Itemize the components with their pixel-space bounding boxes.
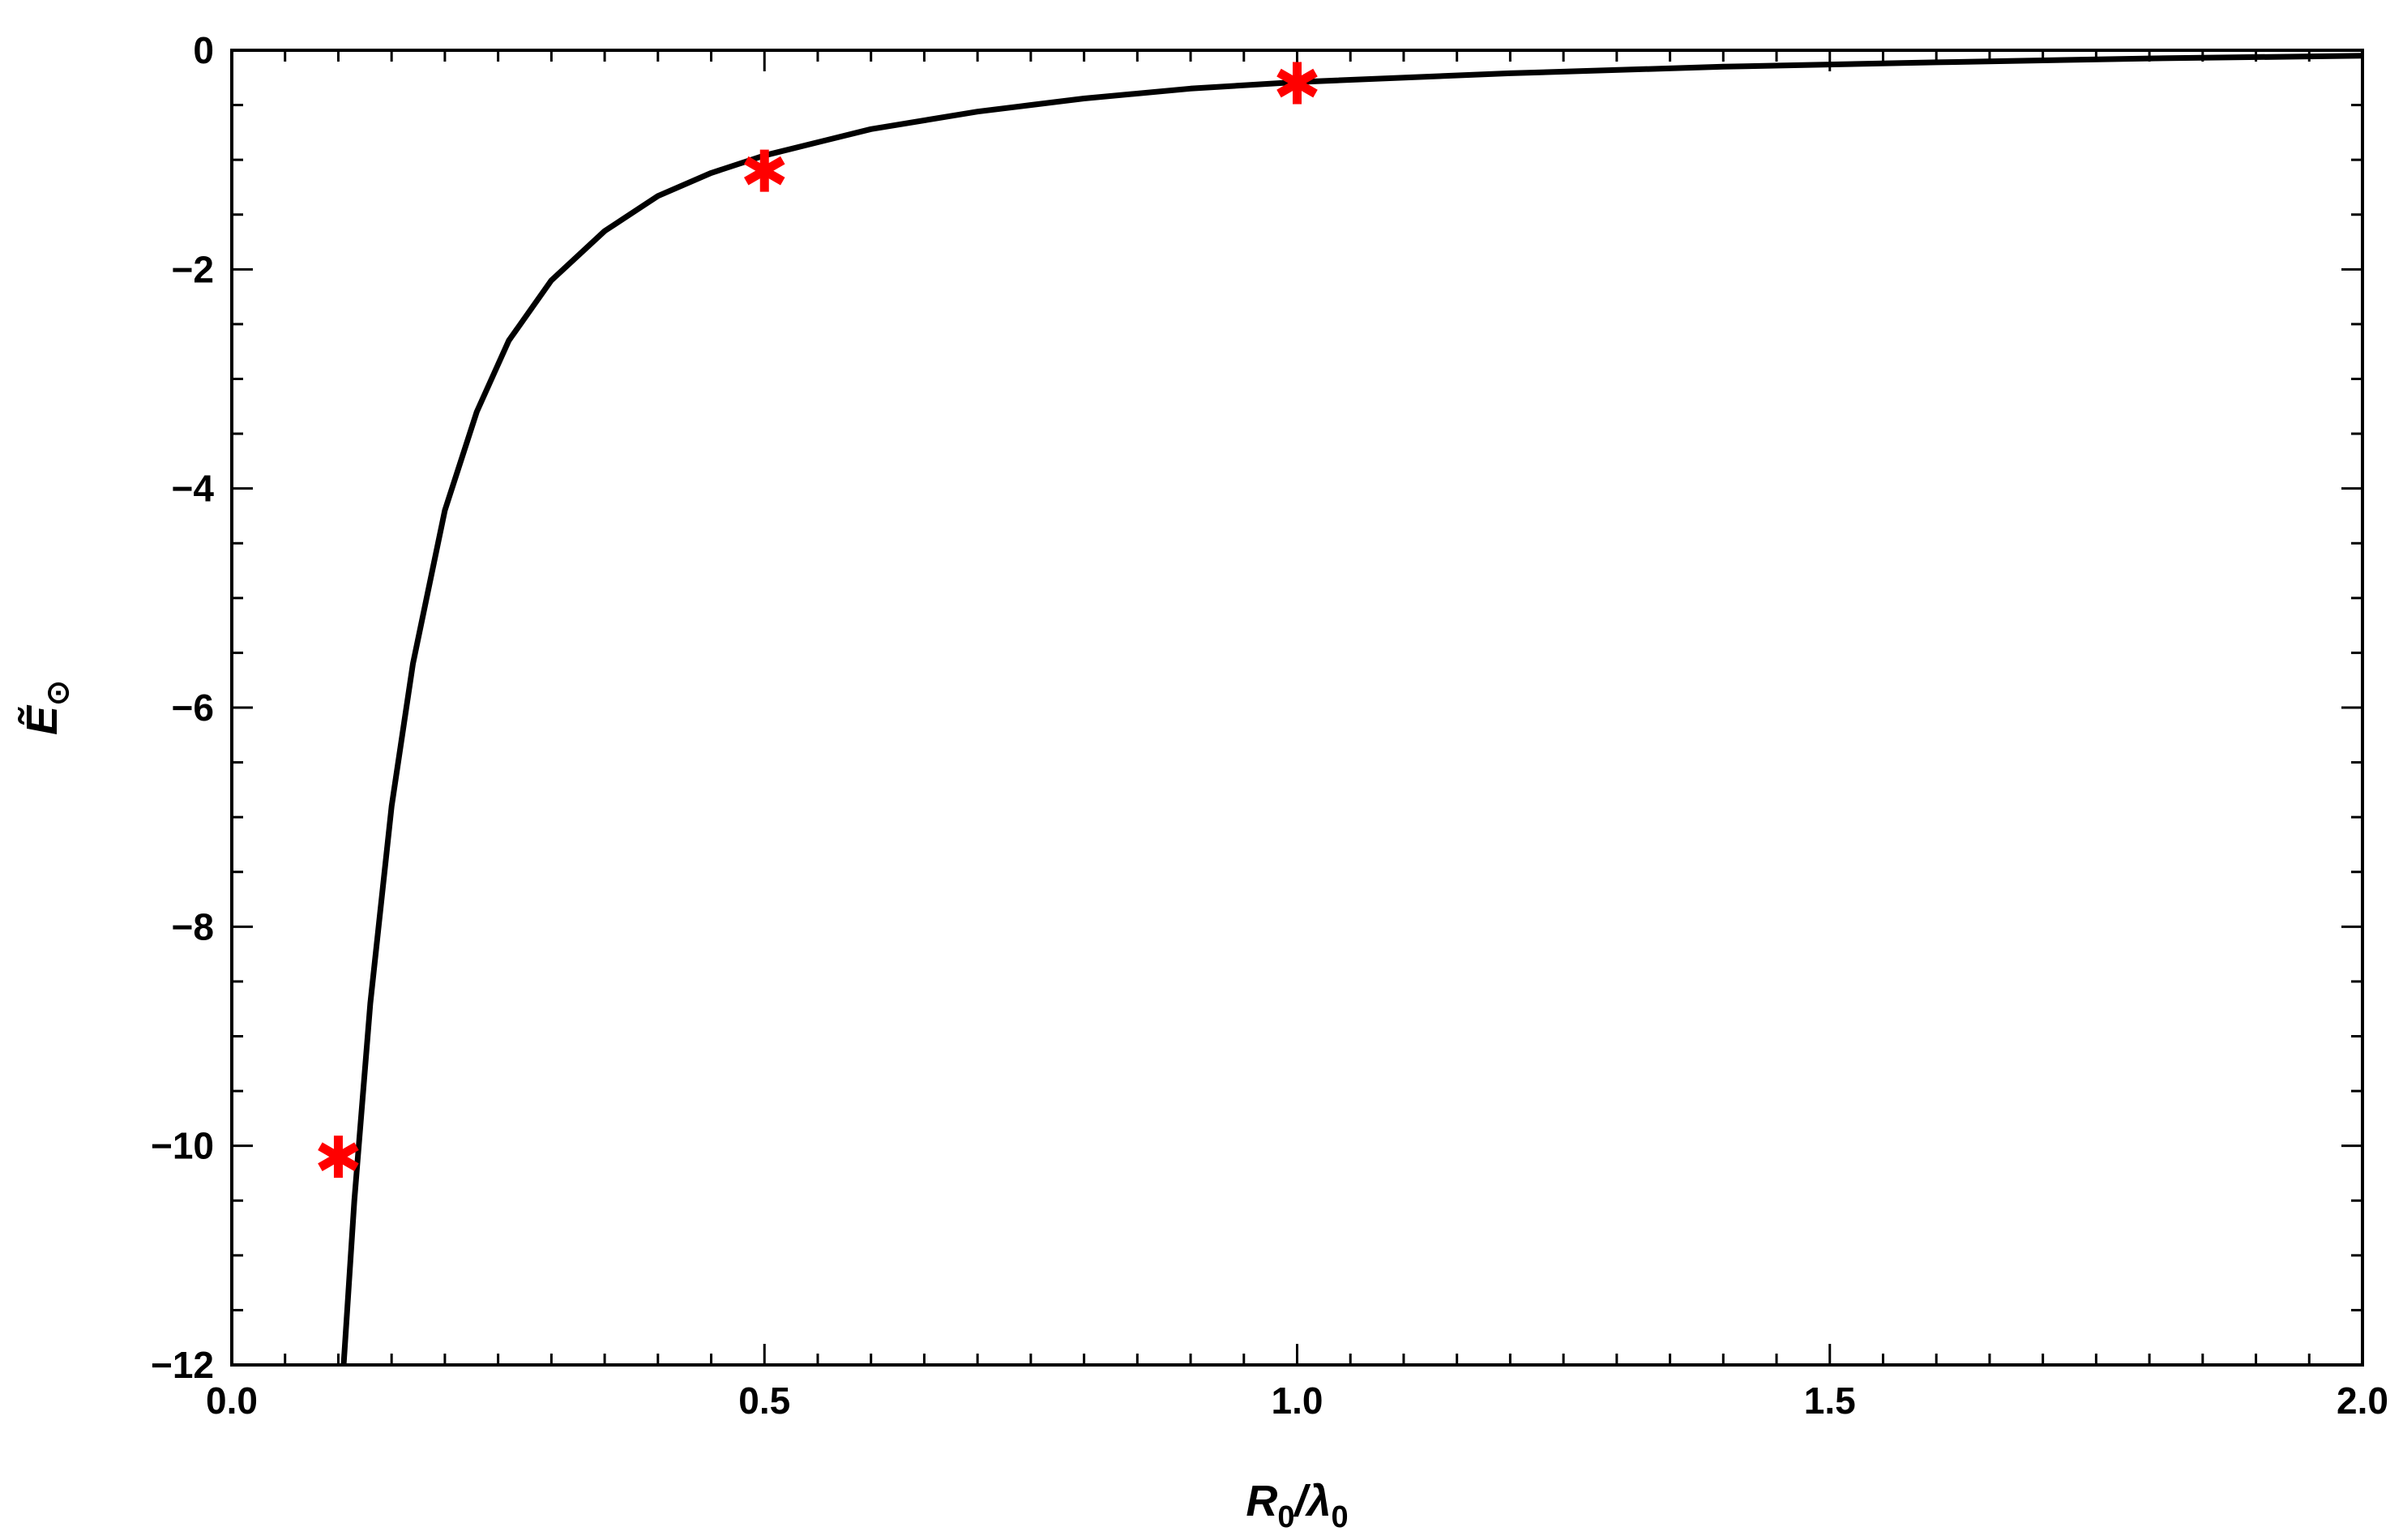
x-tick-label: 0.5 bbox=[738, 1380, 790, 1422]
asterisk-stroke bbox=[1276, 68, 1318, 98]
ticks-layer bbox=[230, 49, 2364, 1367]
series-line bbox=[340, 53, 2362, 1365]
x-tick-label: 1.0 bbox=[1272, 1380, 1323, 1422]
y-tick-label: −2 bbox=[172, 248, 214, 290]
y-axis-label-main: Ẽ bbox=[18, 704, 66, 735]
y-tick-label: −4 bbox=[172, 468, 215, 510]
y-tick-label: −12 bbox=[151, 1344, 214, 1386]
x-tick-label: 0.0 bbox=[206, 1380, 258, 1422]
x-axis-label-sep: / bbox=[1293, 1477, 1311, 1525]
x-tick-label: 1.5 bbox=[1804, 1380, 1856, 1422]
series-layer bbox=[318, 53, 2362, 1365]
x-axis-label-main: R bbox=[1246, 1477, 1277, 1525]
data-point-asterisk bbox=[743, 149, 785, 192]
x-tick-label: 2.0 bbox=[2337, 1380, 2388, 1422]
x-axis-label-sub1: 0 bbox=[1277, 1500, 1294, 1534]
y-tick-label: −8 bbox=[172, 905, 214, 948]
x-axis-label: R0/λ0 bbox=[1246, 1477, 1348, 1534]
data-point-asterisk bbox=[318, 1136, 359, 1179]
tick-labels-layer: 0.0 0.5 1.0 1.5 2.0 0 −2 −4 −6 −8 −10 −12 bbox=[151, 29, 2388, 1422]
x-axis-label-sub2: 0 bbox=[1332, 1500, 1349, 1534]
y-tick-label: −10 bbox=[151, 1125, 214, 1167]
y-tick-label: 0 bbox=[193, 29, 214, 71]
asterisk-stroke bbox=[743, 156, 785, 186]
y-axis-label: Ẽ⊙ bbox=[18, 680, 75, 735]
x-axis-label-main2: λ bbox=[1304, 1477, 1331, 1525]
y-tick-label: −6 bbox=[172, 687, 214, 729]
plot-frame bbox=[230, 49, 2364, 1367]
data-point-asterisk bbox=[1276, 62, 1318, 105]
y-axis-label-sub: ⊙ bbox=[41, 680, 75, 706]
asterisk-stroke bbox=[318, 1142, 359, 1171]
